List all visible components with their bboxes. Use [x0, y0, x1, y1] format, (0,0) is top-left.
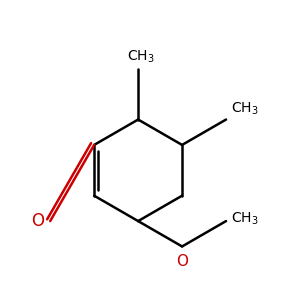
Text: CH$_3$: CH$_3$ — [231, 100, 259, 117]
Text: CH$_3$: CH$_3$ — [127, 48, 154, 65]
Text: O: O — [31, 212, 44, 230]
Text: CH$_3$: CH$_3$ — [231, 210, 259, 227]
Text: O: O — [176, 254, 188, 269]
